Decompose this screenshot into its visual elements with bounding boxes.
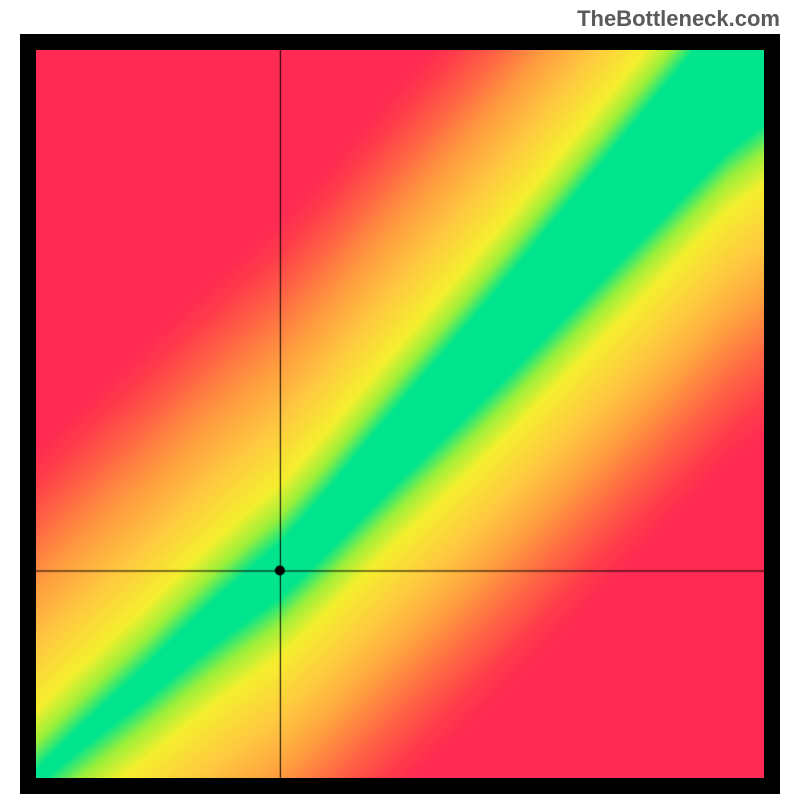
watermark-text: TheBottleneck.com [577, 6, 780, 32]
heatmap-canvas [36, 50, 764, 778]
